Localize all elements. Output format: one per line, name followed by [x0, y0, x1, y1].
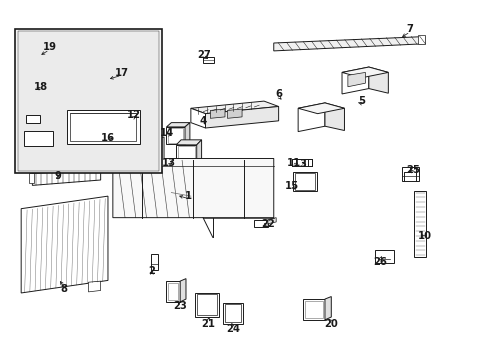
Polygon shape: [267, 218, 276, 224]
Polygon shape: [135, 116, 149, 131]
Text: 20: 20: [324, 319, 338, 329]
Text: 19: 19: [42, 42, 56, 52]
Text: 25: 25: [405, 165, 419, 175]
Bar: [26, 115, 40, 123]
Polygon shape: [21, 196, 108, 293]
Text: 10: 10: [417, 231, 431, 240]
Polygon shape: [166, 281, 180, 302]
Text: 21: 21: [201, 319, 215, 329]
Polygon shape: [149, 111, 154, 131]
Text: 14: 14: [159, 129, 173, 138]
Bar: [15, 30, 161, 173]
Text: 18: 18: [34, 82, 48, 92]
Bar: [197, 294, 216, 315]
Text: 17: 17: [114, 68, 128, 78]
Polygon shape: [166, 123, 189, 127]
Polygon shape: [413, 192, 425, 257]
Polygon shape: [273, 37, 424, 51]
Text: 16: 16: [101, 133, 115, 143]
Text: 3: 3: [299, 159, 306, 169]
Text: 8: 8: [61, 284, 67, 294]
Polygon shape: [184, 123, 189, 144]
Text: 24: 24: [225, 324, 239, 334]
Text: 15: 15: [285, 181, 299, 191]
Bar: [295, 173, 314, 190]
Polygon shape: [254, 220, 267, 226]
Bar: [293, 172, 316, 192]
Bar: [151, 254, 158, 270]
Polygon shape: [88, 281, 101, 292]
Polygon shape: [180, 279, 185, 302]
Polygon shape: [227, 109, 242, 118]
Polygon shape: [135, 111, 154, 116]
Bar: [203, 57, 213, 63]
Polygon shape: [190, 101, 278, 114]
Bar: [222, 303, 243, 324]
Polygon shape: [176, 140, 201, 145]
Polygon shape: [368, 67, 387, 93]
Text: 23: 23: [173, 301, 186, 311]
Bar: [224, 305, 241, 322]
Text: 26: 26: [372, 257, 386, 267]
Bar: [24, 131, 53, 146]
Text: 12: 12: [126, 111, 140, 121]
Text: 2: 2: [148, 266, 155, 276]
Text: 27: 27: [197, 50, 211, 60]
Bar: [374, 249, 393, 263]
Polygon shape: [325, 297, 330, 320]
Polygon shape: [113, 137, 273, 218]
Polygon shape: [32, 169, 101, 185]
Text: 5: 5: [357, 96, 364, 106]
Bar: [417, 36, 424, 44]
Text: 7: 7: [406, 24, 413, 35]
Text: 22: 22: [261, 219, 274, 229]
Polygon shape: [298, 103, 344, 114]
Polygon shape: [166, 127, 184, 144]
Bar: [29, 173, 34, 183]
Polygon shape: [205, 107, 278, 128]
Polygon shape: [298, 103, 325, 132]
Text: 4: 4: [199, 116, 206, 126]
Polygon shape: [325, 103, 344, 131]
Polygon shape: [347, 72, 365, 87]
Text: 9: 9: [55, 171, 61, 181]
Bar: [66, 110, 140, 144]
Polygon shape: [341, 67, 387, 78]
Bar: [70, 113, 136, 141]
Polygon shape: [210, 109, 224, 118]
Text: 11: 11: [286, 158, 301, 168]
Polygon shape: [292, 159, 311, 166]
Text: 6: 6: [275, 89, 282, 99]
Polygon shape: [303, 299, 325, 320]
Bar: [18, 31, 159, 171]
Text: 1: 1: [184, 191, 192, 201]
Polygon shape: [196, 140, 201, 166]
Polygon shape: [176, 145, 196, 166]
Text: 13: 13: [162, 158, 176, 168]
Bar: [194, 293, 219, 317]
Polygon shape: [190, 108, 205, 128]
Polygon shape: [341, 67, 368, 94]
Polygon shape: [401, 167, 418, 181]
